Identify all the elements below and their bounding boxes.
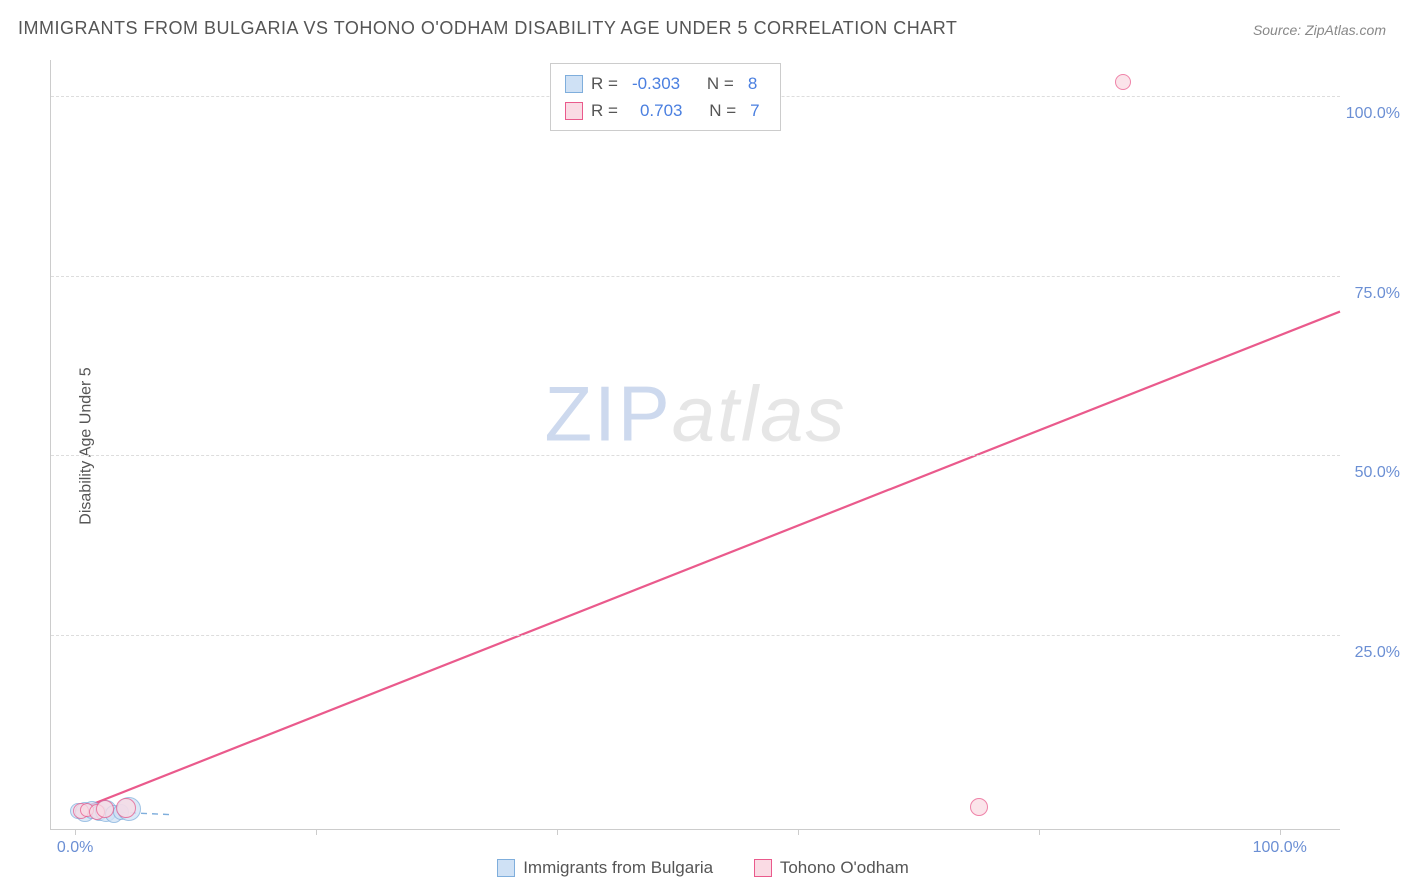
data-point: [116, 798, 136, 818]
gridline-h: [51, 635, 1340, 636]
source-attribution: Source: ZipAtlas.com: [1253, 22, 1386, 38]
swatch-tohono-2: [754, 859, 772, 877]
data-point: [1115, 74, 1131, 90]
x-tick: [75, 829, 76, 835]
r-value-1: 0.703: [640, 97, 683, 124]
legend-entry-bulgaria: Immigrants from Bulgaria: [497, 858, 713, 878]
gridline-h: [51, 276, 1340, 277]
trendline: [75, 312, 1340, 811]
legend-row-bulgaria: R = -0.303 N = 8: [565, 70, 766, 97]
series-name-0: Immigrants from Bulgaria: [523, 858, 713, 878]
n-label-0: N =: [707, 70, 734, 97]
r-value-0: -0.303: [632, 70, 680, 97]
legend-row-tohono: R = 0.703 N = 7: [565, 97, 766, 124]
source-value: ZipAtlas.com: [1305, 22, 1386, 38]
y-tick-label: 75.0%: [1355, 285, 1400, 303]
y-tick-label: 50.0%: [1355, 464, 1400, 482]
r-label-0: R =: [591, 70, 618, 97]
x-tick-label: 100.0%: [1253, 839, 1307, 857]
swatch-bulgaria-2: [497, 859, 515, 877]
x-tick: [798, 829, 799, 835]
swatch-bulgaria: [565, 75, 583, 93]
n-label-1: N =: [709, 97, 736, 124]
x-tick: [1039, 829, 1040, 835]
r-label-1: R =: [591, 97, 618, 124]
x-tick-label: 0.0%: [57, 839, 93, 857]
source-prefix: Source:: [1253, 22, 1305, 38]
legend-series: Immigrants from Bulgaria Tohono O'odham: [0, 858, 1406, 882]
data-point: [970, 798, 988, 816]
legend-entry-tohono: Tohono O'odham: [754, 858, 909, 878]
legend-stats: R = -0.303 N = 8 R = 0.703 N = 7: [550, 63, 781, 131]
chart-svg: [51, 60, 1340, 829]
swatch-tohono: [565, 102, 583, 120]
data-point: [96, 800, 114, 818]
chart-title: IMMIGRANTS FROM BULGARIA VS TOHONO O'ODH…: [18, 18, 957, 39]
chart-container: IMMIGRANTS FROM BULGARIA VS TOHONO O'ODH…: [0, 0, 1406, 892]
plot-area: ZIPatlas 25.0%50.0%75.0%100.0%0.0%100.0%: [50, 60, 1340, 830]
x-tick: [557, 829, 558, 835]
x-tick: [316, 829, 317, 835]
series-name-1: Tohono O'odham: [780, 858, 909, 878]
y-tick-label: 25.0%: [1355, 644, 1400, 662]
n-value-1: 7: [750, 97, 759, 124]
x-tick: [1280, 829, 1281, 835]
n-value-0: 8: [748, 70, 757, 97]
y-tick-label: 100.0%: [1346, 105, 1400, 123]
gridline-h: [51, 455, 1340, 456]
